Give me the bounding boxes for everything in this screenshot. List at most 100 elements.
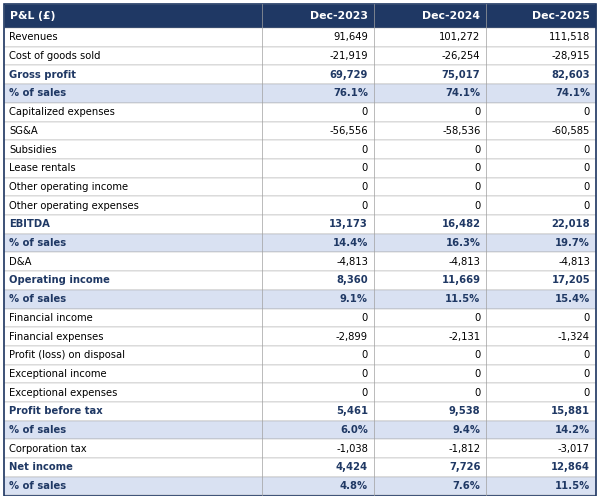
Text: Profit before tax: Profit before tax	[9, 406, 103, 416]
Text: Profit (loss) on disposal: Profit (loss) on disposal	[9, 350, 125, 360]
Text: 15.4%: 15.4%	[555, 294, 590, 304]
Bar	[4, 439, 596, 458]
Text: Subsidies: Subsidies	[9, 144, 56, 155]
Text: Revenues: Revenues	[9, 32, 58, 42]
Text: 11.5%: 11.5%	[445, 294, 481, 304]
Text: Exceptional income: Exceptional income	[9, 369, 107, 379]
Text: 76.1%: 76.1%	[333, 88, 368, 98]
Text: 0: 0	[474, 201, 481, 211]
Bar	[4, 122, 596, 140]
Text: 14.4%: 14.4%	[332, 238, 368, 248]
Text: 0: 0	[362, 201, 368, 211]
Text: -60,585: -60,585	[551, 126, 590, 136]
Text: Capitalized expenses: Capitalized expenses	[9, 107, 115, 117]
Text: 0: 0	[362, 388, 368, 398]
Text: 0: 0	[584, 350, 590, 360]
Bar	[4, 84, 596, 103]
Text: EBITDA: EBITDA	[9, 219, 50, 229]
Text: Lease rentals: Lease rentals	[9, 163, 76, 173]
Text: 0: 0	[584, 163, 590, 173]
Bar	[4, 365, 596, 383]
Text: -28,915: -28,915	[551, 51, 590, 61]
Text: 19.7%: 19.7%	[555, 238, 590, 248]
Text: Dec-2025: Dec-2025	[532, 11, 590, 21]
Text: Exceptional expenses: Exceptional expenses	[9, 388, 118, 398]
Text: 0: 0	[584, 107, 590, 117]
Text: 82,603: 82,603	[551, 70, 590, 80]
Text: 7.6%: 7.6%	[452, 481, 481, 491]
Text: -4,813: -4,813	[558, 257, 590, 267]
Text: 0: 0	[584, 369, 590, 379]
Bar	[4, 196, 596, 215]
Text: 16.3%: 16.3%	[445, 238, 481, 248]
Bar	[4, 140, 596, 159]
Text: 15,881: 15,881	[551, 406, 590, 416]
Text: -1,812: -1,812	[448, 444, 481, 454]
Text: 8,360: 8,360	[337, 275, 368, 286]
Text: Cost of goods sold: Cost of goods sold	[9, 51, 101, 61]
Text: % of sales: % of sales	[9, 481, 66, 491]
Bar	[4, 421, 596, 439]
Bar	[4, 271, 596, 290]
Text: 0: 0	[362, 144, 368, 155]
Text: -56,556: -56,556	[329, 126, 368, 136]
Text: Operating income: Operating income	[9, 275, 110, 286]
Text: Gross profit: Gross profit	[9, 70, 76, 80]
Text: 0: 0	[584, 388, 590, 398]
Text: -1,324: -1,324	[558, 331, 590, 342]
Text: 4,424: 4,424	[336, 462, 368, 473]
Bar	[4, 383, 596, 402]
Text: Other operating income: Other operating income	[9, 182, 128, 192]
Text: 74.1%: 74.1%	[445, 88, 481, 98]
Text: 69,729: 69,729	[329, 70, 368, 80]
Bar	[4, 346, 596, 365]
Bar	[4, 309, 596, 327]
Text: 16,482: 16,482	[442, 219, 481, 229]
Text: 11,669: 11,669	[442, 275, 481, 286]
Text: 0: 0	[584, 313, 590, 323]
Bar	[4, 327, 596, 346]
Text: 0: 0	[584, 201, 590, 211]
Text: Net income: Net income	[9, 462, 73, 473]
Bar	[4, 159, 596, 178]
Text: 22,018: 22,018	[551, 219, 590, 229]
Text: 0: 0	[474, 350, 481, 360]
Text: -2,131: -2,131	[448, 331, 481, 342]
Text: % of sales: % of sales	[9, 425, 66, 435]
Text: SG&A: SG&A	[9, 126, 38, 136]
Bar	[4, 477, 596, 496]
Text: -58,536: -58,536	[442, 126, 481, 136]
Text: 74.1%: 74.1%	[555, 88, 590, 98]
Text: 5,461: 5,461	[336, 406, 368, 416]
Text: Financial income: Financial income	[9, 313, 93, 323]
Text: 101,272: 101,272	[439, 32, 481, 42]
Bar	[4, 178, 596, 196]
Text: 12,864: 12,864	[551, 462, 590, 473]
Text: 0: 0	[474, 182, 481, 192]
Text: 0: 0	[474, 107, 481, 117]
Text: 0: 0	[362, 163, 368, 173]
Text: 13,173: 13,173	[329, 219, 368, 229]
Text: -26,254: -26,254	[442, 51, 481, 61]
Bar	[4, 65, 596, 84]
Text: 0: 0	[474, 369, 481, 379]
Bar	[4, 4, 596, 28]
Bar	[4, 290, 596, 309]
Text: -3,017: -3,017	[558, 444, 590, 454]
Bar	[4, 252, 596, 271]
Bar	[4, 234, 596, 252]
Text: % of sales: % of sales	[9, 238, 66, 248]
Text: 0: 0	[474, 163, 481, 173]
Text: Other operating expenses: Other operating expenses	[9, 201, 139, 211]
Text: Dec-2023: Dec-2023	[310, 11, 368, 21]
Text: 0: 0	[584, 182, 590, 192]
Text: 7,726: 7,726	[449, 462, 481, 473]
Text: 4.8%: 4.8%	[340, 481, 368, 491]
Bar	[4, 28, 596, 47]
Text: 0: 0	[474, 144, 481, 155]
Text: 9.4%: 9.4%	[452, 425, 481, 435]
Text: 0: 0	[362, 369, 368, 379]
Bar	[4, 402, 596, 421]
Text: 0: 0	[362, 350, 368, 360]
Text: -1,038: -1,038	[336, 444, 368, 454]
